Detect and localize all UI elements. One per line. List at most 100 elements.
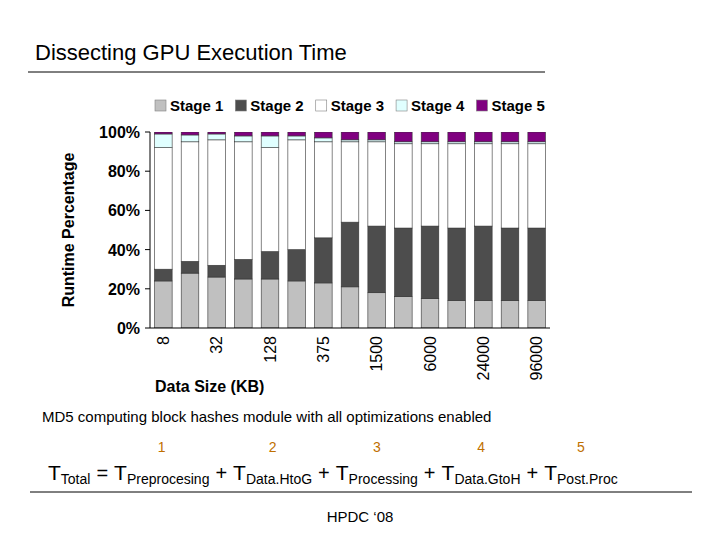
legend-swatch — [476, 100, 487, 111]
bar-segment — [448, 132, 466, 142]
term-base: T — [114, 461, 127, 484]
x-tick-label: 1500 — [368, 336, 385, 372]
legend-label: Stage 3 — [331, 97, 384, 114]
bar-segment — [341, 132, 359, 140]
bar-segment — [155, 134, 173, 148]
formula-term: TTotal — [48, 461, 90, 487]
y-tick-label: 60% — [108, 202, 140, 219]
footer: HPDC ‘08 — [327, 508, 394, 525]
bar-segment — [261, 252, 279, 279]
x-tick-label: 128 — [262, 336, 279, 363]
bar-segment — [475, 226, 493, 300]
term-base: T — [48, 461, 61, 484]
bar-segment — [448, 228, 466, 301]
bar-segment — [235, 279, 253, 328]
bar-segment — [261, 148, 279, 252]
x-tick-label: 6000 — [422, 336, 439, 372]
bar-segment — [448, 144, 466, 228]
bar-segment — [208, 132, 226, 134]
legend-swatch — [316, 100, 327, 111]
bar-segment — [395, 228, 413, 297]
y-tick — [145, 171, 150, 172]
bar-segment — [395, 297, 413, 328]
legend-label: Stage 4 — [411, 97, 465, 114]
bar-segment — [235, 142, 253, 260]
formula-operator: = — [96, 462, 108, 484]
bar-segment — [368, 132, 386, 140]
bar-segment — [155, 148, 173, 270]
y-tick — [145, 288, 150, 289]
bar-segment — [421, 132, 439, 142]
bar-segment — [315, 138, 333, 142]
x-tick-label: 32 — [208, 336, 225, 354]
stage-number: 2 — [269, 439, 277, 455]
x-axis-title: Data Size (KB) — [155, 378, 264, 395]
bar-segment — [448, 301, 466, 328]
term-base: T — [233, 461, 246, 484]
y-tick-label: 20% — [108, 281, 140, 298]
bar-segment — [368, 226, 386, 293]
y-tick — [145, 328, 150, 329]
term-sub: Total — [61, 471, 91, 487]
stage-number: 3 — [373, 439, 381, 455]
bar-segment — [181, 132, 199, 135]
bar-segment — [475, 144, 493, 226]
bar-segment — [368, 293, 386, 328]
slide: Dissecting GPU Execution Time Stage 1 Stag… — [0, 0, 720, 540]
footer-rule — [30, 492, 692, 493]
bar-segment — [528, 301, 546, 328]
y-axis-title: Runtime Percentage — [60, 153, 77, 308]
legend-swatch — [396, 100, 407, 111]
legend-swatch — [235, 100, 246, 111]
stage-number: 5 — [577, 439, 585, 455]
x-tick-label: 375 — [315, 336, 332, 363]
legend-label: Stage 1 — [170, 97, 223, 114]
formula-term: TData.HtoG — [233, 461, 312, 487]
bar-segment — [421, 299, 439, 328]
term-base: T — [336, 461, 349, 484]
bar-segment — [155, 281, 173, 328]
bar-segment — [181, 273, 199, 328]
bar-segment — [528, 228, 546, 301]
bar-segment — [181, 142, 199, 262]
bar-segment — [421, 226, 439, 299]
bar-segment — [501, 301, 519, 328]
bar-segment — [155, 269, 173, 281]
title-rule — [28, 72, 545, 73]
title: Dissecting GPU Execution Time — [35, 40, 347, 65]
bar-segment — [235, 136, 253, 142]
x-tick-label: 96000 — [528, 336, 545, 381]
x-axis — [150, 328, 550, 329]
bar-segment — [528, 144, 546, 228]
y-tick-label: 0% — [117, 320, 140, 337]
x-tick-label: 8 — [155, 336, 172, 345]
bar-segment — [315, 283, 333, 328]
bar-segment — [315, 142, 333, 238]
bar-segment — [395, 132, 413, 142]
caption: MD5 computing block hashes module with a… — [42, 408, 491, 425]
bar-segment — [208, 265, 226, 277]
bar-segment — [341, 287, 359, 328]
term-sub: Data.HtoG — [246, 471, 312, 487]
x-tick-label: 24000 — [475, 336, 492, 381]
formula-operator: + — [527, 462, 539, 484]
bar-segment — [288, 281, 306, 328]
bar-segment — [208, 134, 226, 140]
formula-operator: + — [215, 462, 227, 484]
term-base: T — [442, 461, 455, 484]
y-tick-label: 40% — [108, 242, 140, 259]
stage-number: 1 — [158, 439, 166, 455]
bar-segment — [501, 228, 519, 301]
term-sub: Processing — [349, 471, 418, 487]
formula-term: TPost.Proc — [544, 461, 618, 487]
bar-segment — [155, 132, 173, 134]
y-tick — [145, 249, 150, 250]
stage-number: 4 — [477, 439, 485, 455]
term-base: T — [544, 461, 557, 484]
y-axis — [150, 132, 151, 328]
bar-segment — [288, 250, 306, 281]
bar-segment — [208, 277, 226, 328]
legend-label: Stage 5 — [491, 97, 544, 114]
term-sub: Post.Proc — [557, 471, 618, 487]
formula-operator: + — [424, 462, 436, 484]
